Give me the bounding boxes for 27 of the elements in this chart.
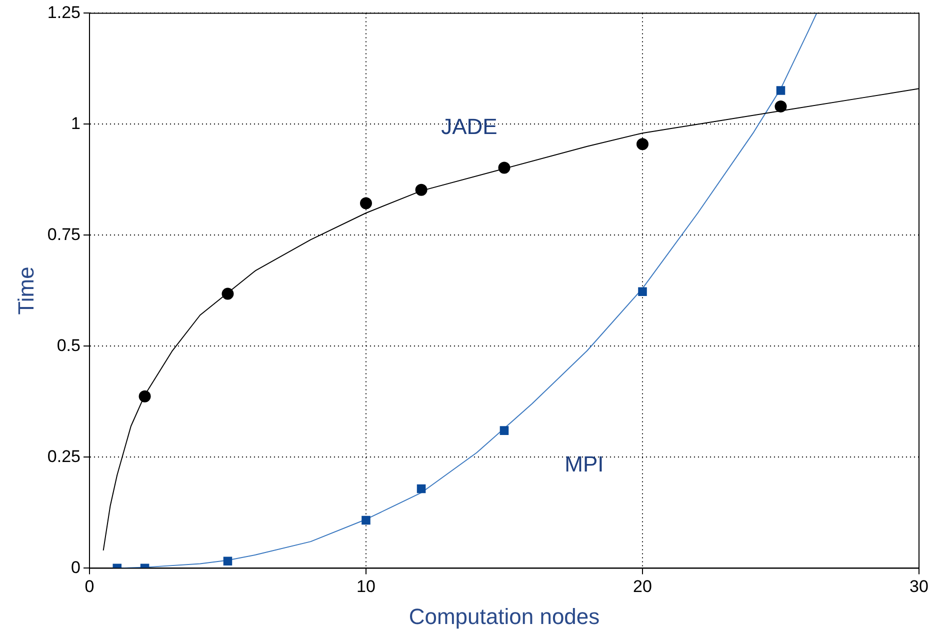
- point: [500, 426, 509, 435]
- x-axis-title: Computation nodes: [408, 604, 600, 629]
- point: [138, 390, 151, 402]
- point: [636, 138, 648, 150]
- point: [774, 100, 787, 112]
- x-tick-label: 30: [910, 577, 928, 596]
- point: [776, 86, 786, 95]
- y-tick-label: 1: [71, 114, 80, 133]
- point: [360, 197, 372, 210]
- point: [223, 556, 232, 566]
- y-tick-label: 0.25: [47, 446, 80, 466]
- point: [415, 184, 428, 196]
- y-tick-label: 0.5: [56, 336, 80, 355]
- y-tick-label: 0.75: [47, 224, 80, 244]
- x-tick-label: 20: [633, 577, 652, 596]
- point: [416, 484, 426, 494]
- y-axis-title: Time: [13, 266, 38, 315]
- point: [498, 162, 510, 174]
- x-tick-label: 0: [84, 577, 94, 596]
- x-tick-label: 10: [356, 577, 376, 596]
- y-tick-label: 0: [71, 558, 80, 577]
- point: [362, 516, 370, 525]
- series-label: JADE: [441, 114, 498, 139]
- y-tick-label: 1.25: [47, 2, 80, 22]
- point: [222, 288, 234, 300]
- point: [638, 287, 647, 296]
- text: MPI: [564, 452, 604, 477]
